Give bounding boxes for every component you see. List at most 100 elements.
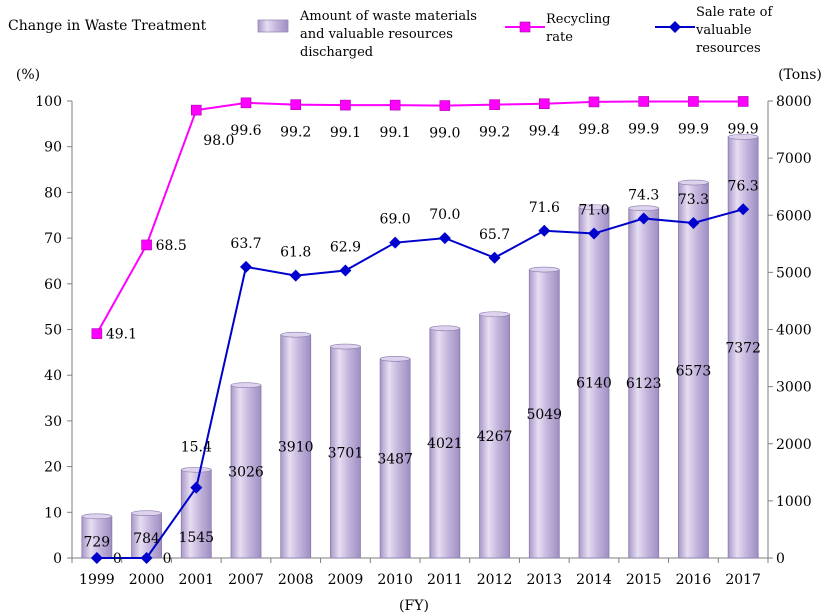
bar <box>678 182 709 559</box>
right-axis-tick-label: 7000 <box>776 151 812 167</box>
sale-rate-point <box>538 224 551 237</box>
recycling-rate-point <box>240 97 252 109</box>
right-axis-tick-label: 0 <box>776 551 785 567</box>
bar <box>578 206 610 559</box>
x-axis-tick-label: 2014 <box>576 572 612 588</box>
right-axis-tick-label: 2000 <box>776 437 812 453</box>
recycling-rate-label: 99.0 <box>429 126 460 142</box>
right-axis-tick-label: 3000 <box>776 380 812 396</box>
x-axis-tick-label: 2013 <box>526 572 562 588</box>
bar <box>379 358 411 559</box>
x-axis-tick-label: 2015 <box>626 572 662 588</box>
sale-rate-label: 15.4 <box>181 440 212 456</box>
bar-top <box>81 513 113 520</box>
sale-rate-label: 71.0 <box>578 203 609 219</box>
recycling-rate-label: 99.2 <box>280 125 311 141</box>
left-axis-unit: (%) <box>16 67 40 83</box>
x-axis-tick-label: 2007 <box>228 572 264 588</box>
sale-rate-label: 61.8 <box>280 245 311 261</box>
right-axis-tick-label: 4000 <box>776 323 812 339</box>
recycling-rate-point <box>389 99 401 111</box>
bar-value-label: 3026 <box>228 465 264 481</box>
legend-recycling-marker <box>519 21 531 33</box>
sale-rate-point <box>389 236 402 249</box>
recycling-rate-point <box>141 239 152 251</box>
x-axis-tick-label: 2012 <box>477 572 513 588</box>
left-axis-tick-label: 40 <box>44 368 62 384</box>
bar-top <box>429 325 461 332</box>
recycling-rate-label: 98.0 <box>203 133 234 149</box>
sale-rate-label: 0 <box>163 551 172 567</box>
sale-rate-label: 0 <box>113 551 122 567</box>
bar-top <box>727 134 759 140</box>
sale-rate-point <box>140 552 153 564</box>
recycling-rate-point <box>588 96 600 108</box>
bar-top <box>330 343 361 350</box>
bar-value-label: 3910 <box>278 439 314 455</box>
sale-rate-label: 69.0 <box>380 212 411 228</box>
bar-top <box>180 466 212 473</box>
left-axis-tick-label: 90 <box>44 140 62 156</box>
bar-top <box>528 266 560 273</box>
bar <box>131 512 162 559</box>
x-axis-tick-label: 2009 <box>328 572 364 588</box>
legend-recycling-label-line1: Recycling <box>546 12 610 27</box>
recycling-rate-point <box>538 98 550 110</box>
recycling-rate-point <box>340 99 351 111</box>
left-axis-tick-label: 70 <box>44 231 62 247</box>
x-axis-tick-label: 2017 <box>725 572 761 588</box>
bar-value-label: 6123 <box>626 376 662 392</box>
recycling-rate-label: 99.9 <box>728 121 759 137</box>
x-axis-tick-label: 1999 <box>79 572 115 588</box>
bar-top <box>479 311 510 318</box>
legend-sale-label-line2: valuable <box>695 23 752 38</box>
legend-sale-label-line1: Sale rate of <box>696 5 773 20</box>
recycling-rate-point <box>688 96 699 107</box>
sale-rate-label: 73.3 <box>678 192 709 208</box>
bar-top <box>379 356 411 362</box>
left-axis-tick-label: 100 <box>35 94 62 110</box>
sale-rate-point <box>90 552 103 564</box>
sale-rate-label: 65.7 <box>479 227 510 243</box>
sale-rate-label: 76.3 <box>728 178 759 194</box>
recycling-rate-point <box>638 96 650 107</box>
recycling-rate-point <box>737 96 749 107</box>
bar-value-label: 5049 <box>526 407 562 423</box>
bar <box>628 207 660 559</box>
x-axis-tick-label: 2010 <box>377 572 413 588</box>
sale-rate-point <box>339 264 352 277</box>
sale-rate-point <box>240 260 252 273</box>
recycling-rate-line <box>95 100 744 335</box>
recycling-rate-point <box>190 104 202 116</box>
x-axis-title: (FY) <box>399 598 429 614</box>
sale-rate-label: 71.6 <box>529 200 560 216</box>
bar-value-label: 784 <box>133 531 160 547</box>
legend-bar-label-line1: Amount of waste materials <box>299 9 477 24</box>
right-axis-tick-label: 5000 <box>776 265 812 281</box>
bar-value-label: 729 <box>83 534 110 550</box>
bar-value-label: 3701 <box>328 445 364 461</box>
x-axis-tick-label: 2008 <box>278 572 314 588</box>
sale-rate-line <box>96 208 744 559</box>
bar-value-label: 4021 <box>427 436 463 452</box>
bar <box>230 384 262 559</box>
x-axis-tick-label: 2001 <box>178 572 214 588</box>
recycling-rate-label: 99.4 <box>529 124 560 140</box>
left-axis-tick-label: 0 <box>53 551 62 567</box>
recycling-rate-point <box>489 99 500 110</box>
sale-rate-label: 62.9 <box>330 240 361 256</box>
sale-rate-label: 74.3 <box>628 187 659 203</box>
bar-value-label: 3487 <box>377 451 413 467</box>
bar-value-label: 7372 <box>725 340 761 356</box>
sale-rate-point <box>190 481 203 494</box>
left-axis-tick-label: 60 <box>44 277 62 293</box>
bar-top <box>230 382 262 388</box>
bar <box>528 269 560 559</box>
legend-recycling-label-line2: rate <box>546 30 573 45</box>
sale-rate-point <box>488 251 501 264</box>
right-axis-tick-label: 8000 <box>776 94 812 110</box>
bar-value-label: 4267 <box>477 429 513 445</box>
sale-rate-point <box>637 212 650 225</box>
recycling-rate-label: 99.2 <box>479 125 510 141</box>
